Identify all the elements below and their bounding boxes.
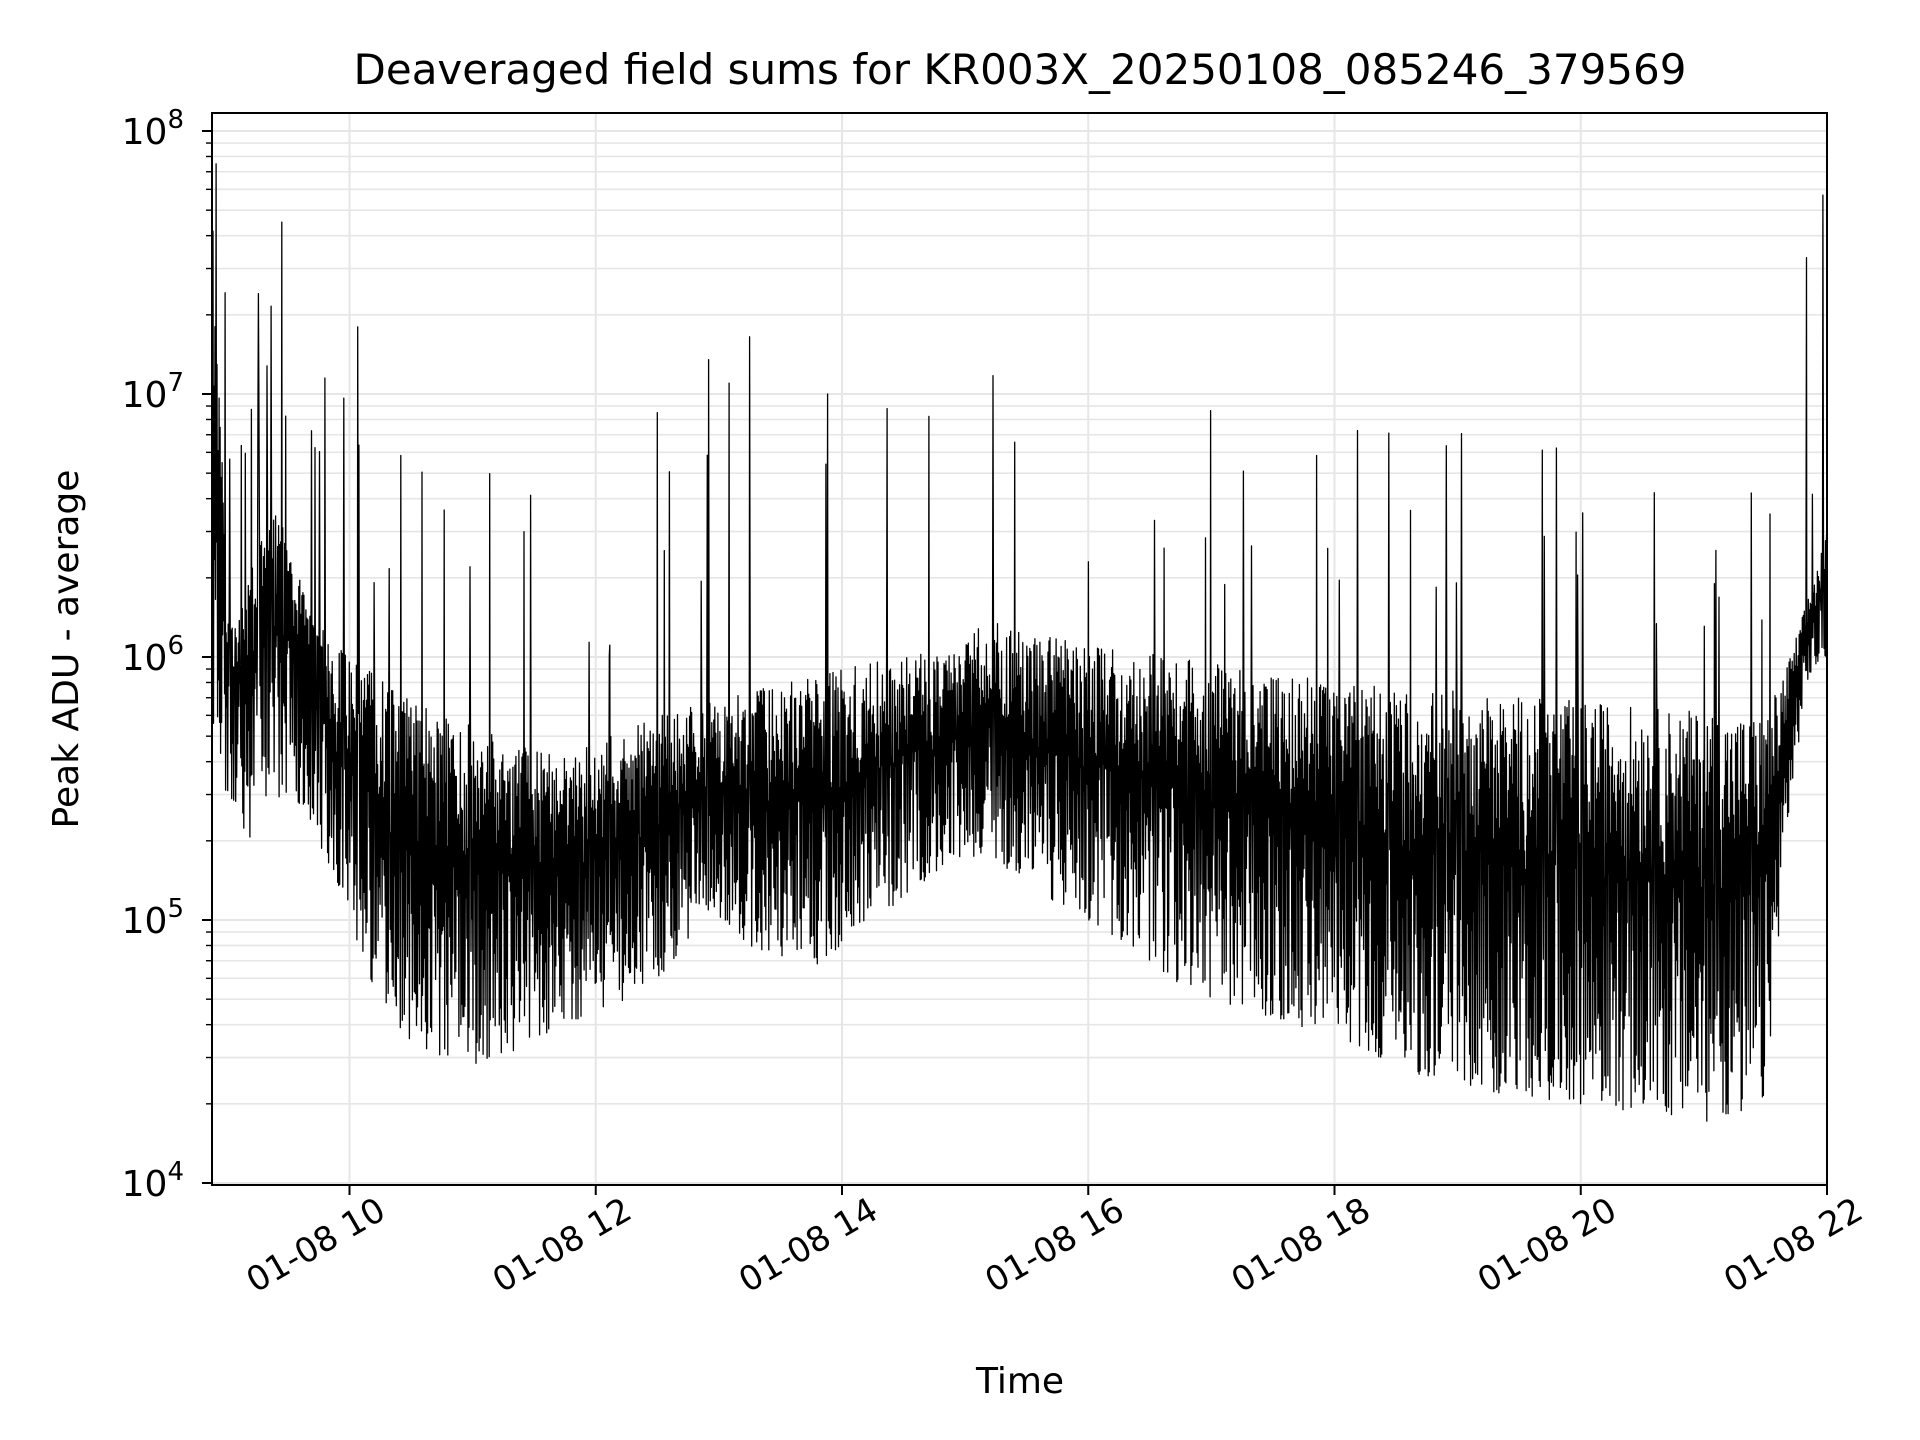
y-tick-exponent: 5 (167, 894, 184, 924)
y-tick-base: 10 (122, 638, 168, 679)
y-tick-base: 10 (122, 901, 168, 942)
x-axis-label: Time (975, 1361, 1064, 1402)
series-line-path (212, 163, 1827, 1122)
y-tick-base: 10 (122, 1164, 168, 1205)
y-tick-exponent: 4 (167, 1157, 184, 1187)
y-tick-exponent: 8 (167, 105, 184, 135)
y-tick-label: 104 (122, 1157, 184, 1205)
chart-title: Deaveraged field sums for KR003X_2025010… (354, 45, 1687, 94)
series-line (212, 163, 1827, 1122)
y-tick-label: 105 (122, 894, 184, 942)
y-tick-label: 108 (122, 105, 184, 153)
y-tick-exponent: 7 (167, 368, 184, 398)
y-axis-label: Peak ADU - average (46, 470, 87, 829)
y-tick-label: 106 (122, 631, 184, 679)
y-tick-label: 107 (122, 368, 184, 416)
y-tick-base: 10 (122, 375, 168, 416)
y-tick-exponent: 6 (167, 631, 184, 661)
axes-frame (211, 112, 1828, 1186)
y-tick-base: 10 (122, 112, 168, 153)
